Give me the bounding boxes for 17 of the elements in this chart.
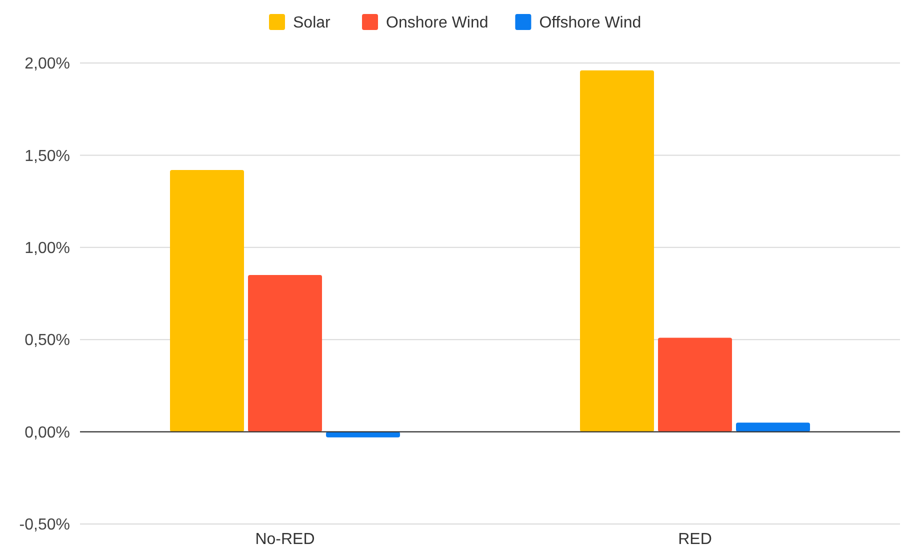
y-tick-label: 2,00% [24, 56, 70, 73]
legend-label: Solar [293, 14, 332, 32]
y-tick-label: -0,50% [19, 516, 70, 534]
legend-label: Onshore Wind [386, 14, 488, 32]
bar [170, 170, 244, 432]
bar [326, 432, 400, 438]
y-tick-label: 1,50% [24, 148, 70, 165]
x-tick-label: No-RED [255, 531, 315, 548]
legend-label: Offshore Wind [539, 14, 642, 32]
bar [248, 275, 322, 432]
x-tick-label: RED [678, 531, 712, 548]
y-tick-label: 1,00% [24, 240, 70, 257]
bar [580, 70, 654, 432]
bar [736, 422, 810, 432]
y-tick-label: 0,00% [24, 424, 70, 442]
bar [658, 338, 732, 432]
y-tick-label: 0,50% [24, 332, 70, 350]
